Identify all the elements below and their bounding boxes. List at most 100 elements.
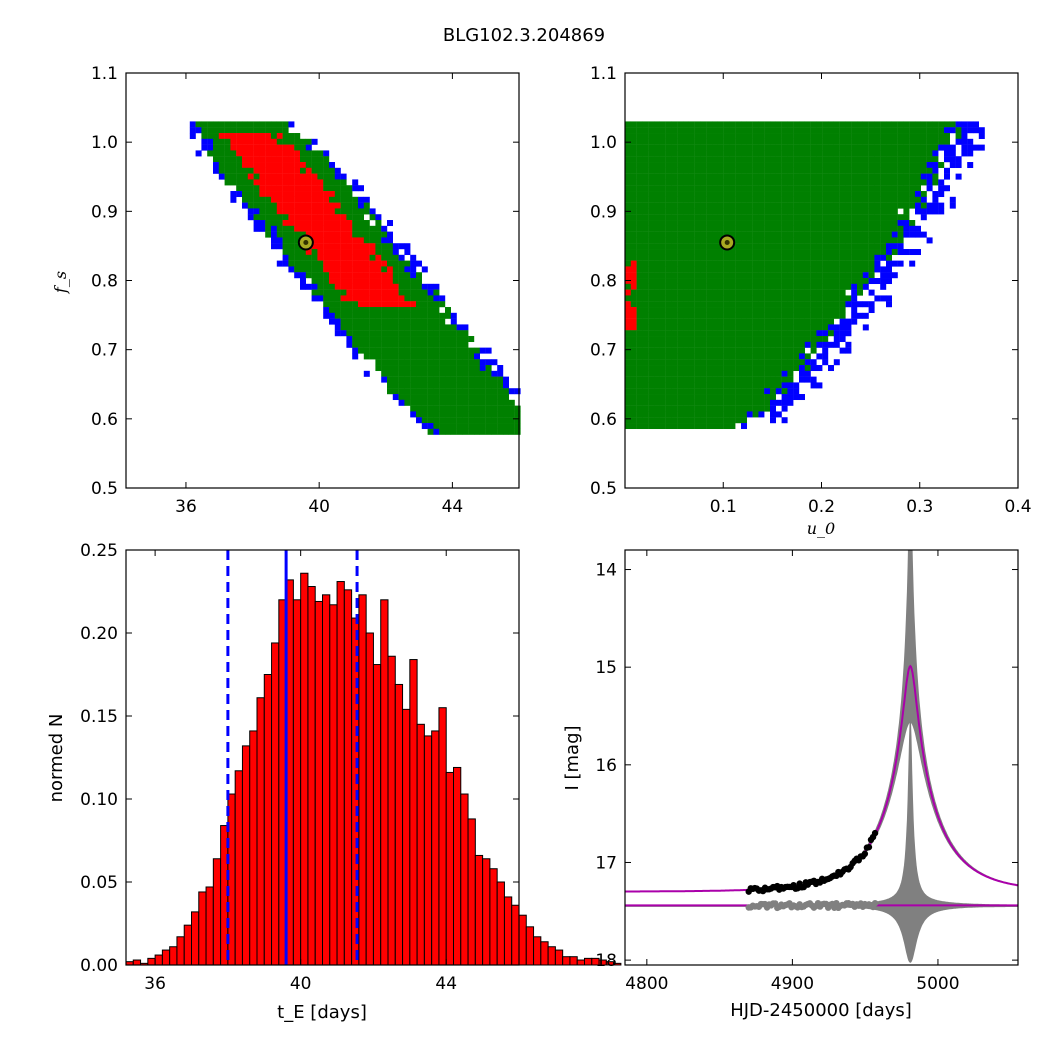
posterior-cell xyxy=(880,196,887,203)
posterior-cell xyxy=(752,411,759,418)
posterior-cell xyxy=(758,127,765,134)
posterior-cell xyxy=(810,365,817,372)
posterior-cell xyxy=(630,208,637,215)
posterior-cell xyxy=(758,312,765,319)
posterior-cell xyxy=(265,144,272,151)
posterior-cell xyxy=(392,370,399,377)
posterior-cell xyxy=(828,237,834,244)
posterior-cell xyxy=(363,278,370,285)
posterior-cell xyxy=(311,249,318,256)
posterior-cell xyxy=(375,237,382,244)
posterior-cell xyxy=(700,307,707,314)
posterior-cell xyxy=(717,388,724,395)
posterior-cell xyxy=(271,133,277,140)
posterior-cell xyxy=(625,214,631,221)
posterior-cell xyxy=(793,208,800,215)
posterior-cell xyxy=(752,405,759,412)
posterior-cell xyxy=(694,191,701,198)
posterior-cell xyxy=(700,388,707,395)
posterior-cell xyxy=(822,214,829,221)
posterior-cell xyxy=(224,150,231,157)
posterior-cell xyxy=(712,312,718,319)
posterior-cell xyxy=(770,411,776,418)
posterior-cell xyxy=(897,214,904,221)
posterior-cell xyxy=(648,376,655,383)
posterior-cell xyxy=(340,266,347,273)
posterior-cell xyxy=(363,283,370,290)
posterior-cell xyxy=(683,347,689,354)
posterior-cell xyxy=(717,347,724,354)
posterior-cell xyxy=(729,312,736,319)
posterior-cell xyxy=(752,307,759,314)
posterior-cell xyxy=(665,185,672,192)
posterior-cell xyxy=(259,214,266,221)
posterior-cell xyxy=(352,312,359,319)
posterior-cell xyxy=(897,243,904,250)
posterior-cell xyxy=(462,411,469,418)
posterior-cell xyxy=(642,318,649,325)
posterior-cell xyxy=(317,278,324,285)
posterior-cell xyxy=(288,185,295,192)
posterior-cell xyxy=(770,133,776,140)
posterior-cell xyxy=(317,220,324,227)
posterior-cell xyxy=(717,336,724,343)
posterior-cell xyxy=(723,394,730,401)
posterior-cell xyxy=(729,231,736,238)
posterior-cell xyxy=(700,289,707,296)
posterior-cell xyxy=(833,156,840,163)
posterior-cell xyxy=(799,173,805,180)
posterior-cell xyxy=(642,191,649,198)
posterior-cell xyxy=(752,347,759,354)
posterior-cell xyxy=(793,254,800,261)
posterior-cell xyxy=(648,382,655,389)
posterior-cell xyxy=(700,336,707,343)
posterior-cell xyxy=(416,353,422,360)
posterior-cell xyxy=(688,394,695,401)
posterior-cell xyxy=(706,249,713,256)
posterior-cell xyxy=(369,266,376,273)
posterior-cell xyxy=(445,347,451,354)
posterior-cell xyxy=(857,196,863,203)
posterior-cell xyxy=(625,370,631,377)
posterior-cell xyxy=(723,266,730,273)
posterior-cell xyxy=(723,336,730,343)
posterior-cell xyxy=(671,423,678,430)
x-tick-label: 0.1 xyxy=(710,497,737,517)
posterior-cell xyxy=(288,191,295,198)
posterior-cell xyxy=(421,394,428,401)
posterior-cell xyxy=(642,266,649,273)
posterior-cell xyxy=(874,295,881,302)
posterior-cell xyxy=(259,150,266,157)
posterior-cell xyxy=(659,283,666,290)
posterior-cell xyxy=(683,423,689,430)
posterior-cell xyxy=(694,156,701,163)
posterior-cell xyxy=(880,214,887,221)
posterior-cell xyxy=(282,237,289,244)
posterior-cell xyxy=(706,359,713,366)
posterior-cell xyxy=(346,237,353,244)
posterior-cell xyxy=(729,208,736,215)
posterior-cell xyxy=(433,347,440,354)
posterior-cell xyxy=(903,220,910,227)
posterior-cell xyxy=(329,162,335,169)
posterior-cell xyxy=(329,312,335,319)
posterior-cell xyxy=(804,179,811,186)
posterior-cell xyxy=(630,191,637,198)
posterior-cell xyxy=(694,341,701,348)
posterior-cell xyxy=(427,411,434,418)
posterior-cell xyxy=(671,156,678,163)
posterior-cell xyxy=(688,191,695,198)
histogram-bar xyxy=(467,818,476,966)
posterior-cell xyxy=(427,394,434,401)
posterior-cell xyxy=(648,249,655,256)
posterior-cell xyxy=(828,150,834,157)
posterior-cell xyxy=(700,196,707,203)
posterior-cell xyxy=(694,254,701,261)
posterior-cell xyxy=(375,318,382,325)
posterior-cell xyxy=(665,243,672,250)
posterior-cell xyxy=(305,179,312,186)
posterior-cell xyxy=(294,179,301,186)
posterior-cell xyxy=(671,260,678,267)
histogram-bar xyxy=(271,642,280,966)
posterior-cell xyxy=(857,254,863,261)
